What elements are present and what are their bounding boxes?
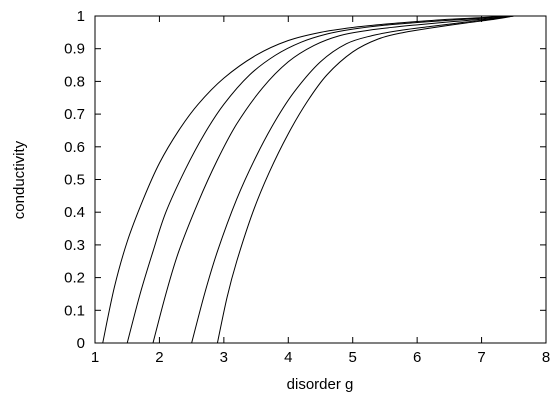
axis-ticks: 1 2 3 4 5 6 7 8 0 0.1 0.2 0.3 0.4 0.5 0.6 0.7 0.8 0.9 1 [64,8,550,366]
x-tick-label: 1 [91,349,99,366]
y-tick-label: 0.9 [64,41,85,58]
series-line-5 [216,15,514,344]
series-line-1 [102,15,508,344]
x-tick-label: 3 [220,349,228,366]
y-tick-label: 0.2 [64,270,85,287]
x-tick-label: 6 [413,349,421,366]
x-tick-label: 2 [155,349,163,366]
y-tick-label: 0 [77,335,85,352]
x-tick-label: 4 [284,349,292,366]
x-axis-label: disorder g [287,376,354,393]
y-tick-label: 0.5 [64,172,85,189]
x-tick-label: 5 [349,349,357,366]
y-tick-label: 0.1 [64,302,85,319]
series-line-4 [191,15,514,344]
y-tick-label: 1 [77,8,85,25]
x-tick-label: 8 [542,349,550,366]
plot-frame [94,15,547,344]
y-tick-label: 0.6 [64,139,85,156]
y-tick-label: 0.3 [64,237,85,254]
x-tick-label: 7 [477,349,485,366]
y-tick-label: 0.7 [64,106,85,123]
series-layer [102,15,514,344]
y-axis-label: conductivity [11,140,28,219]
series-line-3 [152,15,514,344]
y-tick-label: 0.4 [64,204,85,221]
series-line-2 [126,15,508,344]
y-tick-label: 0.8 [64,73,85,90]
